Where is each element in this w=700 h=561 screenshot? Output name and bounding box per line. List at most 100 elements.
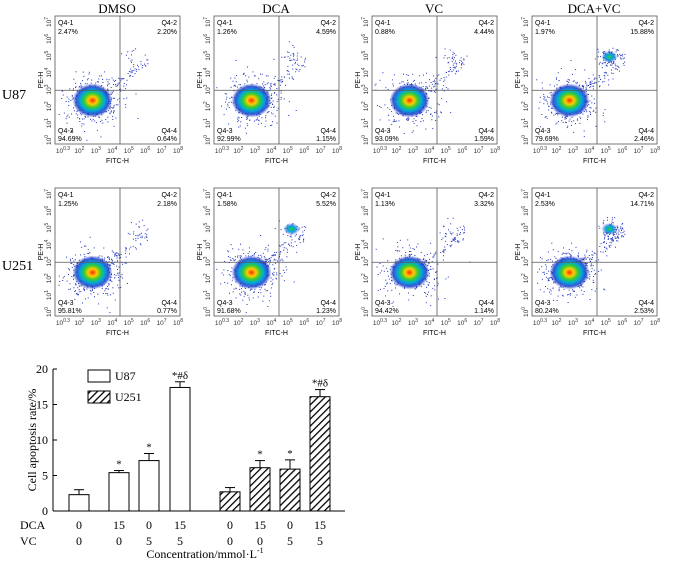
quadrant-name: Q4-1 bbox=[535, 192, 551, 199]
quadrant-value: 1.59% bbox=[474, 136, 494, 143]
tick-label: 104 bbox=[584, 146, 594, 155]
tick-label: 106 bbox=[457, 146, 467, 155]
tick-label: 100 bbox=[203, 307, 212, 317]
tick-label: 103 bbox=[203, 256, 212, 266]
concentration-value: 0 bbox=[287, 518, 293, 532]
tick-label: 103 bbox=[568, 318, 578, 327]
density-core bbox=[231, 83, 272, 118]
quadrant-value: 0.88% bbox=[375, 29, 395, 36]
tick-label: 106 bbox=[203, 206, 212, 216]
quadrant-value: 2.20% bbox=[157, 29, 177, 36]
tick-label: 108 bbox=[650, 146, 660, 155]
quadrant-name: Q4-3 bbox=[217, 128, 233, 135]
y-axis-label: PE-H bbox=[38, 72, 45, 89]
panel-frame bbox=[371, 187, 498, 317]
tick-label: 101 bbox=[203, 290, 212, 300]
concentration-value: 15 bbox=[113, 518, 125, 532]
tick-label: 107 bbox=[44, 17, 53, 27]
tick-label: 105 bbox=[361, 50, 370, 60]
tick-label: 106 bbox=[140, 318, 150, 327]
concentration-value: 15 bbox=[174, 518, 186, 532]
legend-swatch bbox=[87, 390, 111, 404]
tick-label: 107 bbox=[203, 189, 212, 199]
tick-label: 104 bbox=[424, 318, 434, 327]
tick-label: 103 bbox=[521, 84, 530, 94]
quadrant-name: Q4-2 bbox=[638, 192, 654, 199]
density-core bbox=[72, 255, 113, 290]
bar bbox=[68, 494, 90, 512]
tick-label: 105 bbox=[283, 318, 293, 327]
tick-label: 107 bbox=[316, 146, 326, 155]
quadrant-value: 93.09% bbox=[375, 136, 399, 143]
quadrant-name: Q4-3 bbox=[58, 128, 74, 135]
density-core bbox=[389, 83, 430, 118]
tick-label: 103 bbox=[91, 146, 101, 155]
quadrant-value: 2.53% bbox=[634, 308, 654, 315]
quadrant-name: Q4-2 bbox=[320, 192, 336, 199]
tick-label: 103 bbox=[250, 146, 260, 155]
tick-label: 104 bbox=[424, 146, 434, 155]
x-axis-label: FITC-H bbox=[106, 158, 129, 165]
tick-label: 107 bbox=[474, 318, 484, 327]
quadrant-name: Q4-3 bbox=[217, 300, 233, 307]
density-core bbox=[231, 255, 272, 290]
concentration-value: 15 bbox=[314, 518, 326, 532]
quadrant-value: 92.99% bbox=[217, 136, 241, 143]
quadrant-name: Q4-2 bbox=[161, 20, 177, 27]
tick-label: 105 bbox=[441, 146, 451, 155]
significance-mark: * bbox=[257, 449, 263, 461]
tick-label: 106 bbox=[299, 318, 309, 327]
concentration-row-label: VC bbox=[20, 534, 37, 548]
y-tick-label: 0 bbox=[42, 504, 48, 518]
row-label: U251 bbox=[2, 259, 33, 274]
tick-label: 104 bbox=[44, 67, 53, 77]
density-late bbox=[601, 222, 618, 235]
tick-label: 107 bbox=[157, 146, 167, 155]
concentration-value: 5 bbox=[177, 534, 183, 548]
significance-mark: * bbox=[116, 459, 122, 471]
tick-label: 107 bbox=[634, 146, 644, 155]
legend-label: U87 bbox=[115, 369, 136, 383]
tick-label: 107 bbox=[316, 318, 326, 327]
quadrant-value: 1.97% bbox=[535, 29, 555, 36]
x-axis-label: FITC-H bbox=[583, 158, 606, 165]
tick-label: 100 bbox=[203, 135, 212, 145]
tick-label: 100 bbox=[44, 135, 53, 145]
tick-label: 107 bbox=[474, 146, 484, 155]
tick-label: 107 bbox=[521, 17, 530, 27]
tick-label: 106 bbox=[617, 146, 627, 155]
tick-label: 100.3 bbox=[373, 146, 387, 155]
bar bbox=[249, 467, 271, 512]
quadrant-value: 2.46% bbox=[634, 136, 654, 143]
quadrant-value: 80.24% bbox=[535, 308, 559, 315]
tick-label: 101 bbox=[521, 290, 530, 300]
tick-label: 100 bbox=[361, 307, 370, 317]
tick-label: 103 bbox=[203, 84, 212, 94]
concentration-value: 0 bbox=[146, 518, 152, 532]
tick-label: 101 bbox=[361, 290, 370, 300]
bar bbox=[219, 491, 241, 512]
quadrant-name: Q4-4 bbox=[478, 300, 494, 307]
column-label: VC bbox=[425, 1, 443, 16]
y-axis-label: PE-H bbox=[38, 244, 45, 261]
quadrant-value: 14.71% bbox=[630, 201, 654, 208]
flow-panel: Q4-1 2.47% Q4-2 2.20% Q4-394.69% Q4-40.64% 100… bbox=[38, 15, 183, 165]
quadrant-value: 1.13% bbox=[375, 201, 395, 208]
panel-frame bbox=[531, 15, 658, 145]
y-axis-label: PE-H bbox=[197, 244, 204, 261]
flow-panel: Q4-1 1.97% Q4-2 15.88% Q4-379.69% Q4-42.46% 10… bbox=[515, 15, 660, 165]
legend-swatch bbox=[87, 369, 111, 383]
tick-label: 106 bbox=[140, 146, 150, 155]
tick-label: 105 bbox=[601, 318, 611, 327]
quadrant-name: Q4-4 bbox=[478, 128, 494, 135]
quadrant-value: 4.59% bbox=[316, 29, 336, 36]
y-tick-label: 10 bbox=[36, 433, 48, 447]
tick-label: 105 bbox=[124, 318, 134, 327]
quadrant-value: 79.69% bbox=[535, 136, 559, 143]
tick-label: 100 bbox=[44, 307, 53, 317]
x-axis-label: FITC-H bbox=[265, 158, 288, 165]
tick-label: 105 bbox=[361, 222, 370, 232]
tick-label: 106 bbox=[44, 34, 53, 44]
tick-label: 107 bbox=[361, 17, 370, 27]
